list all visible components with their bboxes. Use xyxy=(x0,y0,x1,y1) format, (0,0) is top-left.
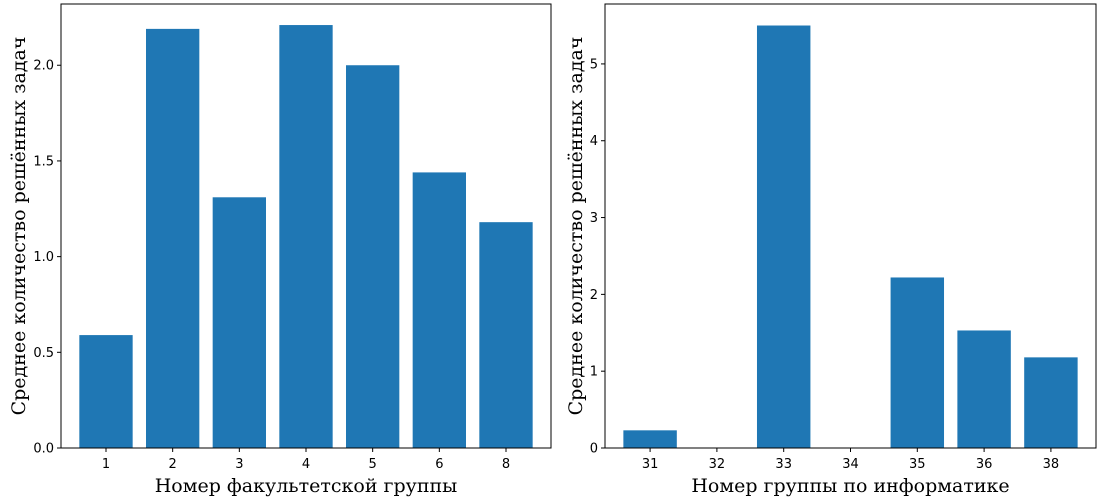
y-tick-label: 1.0 xyxy=(33,250,54,265)
y-tick-label: 0.0 xyxy=(33,442,54,457)
y-tick-label: 2 xyxy=(590,288,598,303)
y-axis-label: Среднее количество решённых задач xyxy=(565,37,587,416)
bar-6 xyxy=(412,172,466,448)
x-tick-label: 34 xyxy=(842,457,859,472)
bar-8 xyxy=(479,222,533,448)
plot-frame xyxy=(604,3,1097,449)
bar-1 xyxy=(79,335,133,448)
x-tick-label: 4 xyxy=(302,457,310,472)
x-axis-label: Номер группы по информатике xyxy=(691,475,1009,497)
chart-panel-1: 1 2 3 4 5 6 8 0.0 0.5 1.0 1.5 2.0 Номер факультетско… xyxy=(8,3,552,497)
bar-4 xyxy=(279,25,333,449)
x-tick-label: 3 xyxy=(235,457,243,472)
bar-31 xyxy=(623,430,677,448)
y-axis-label: Среднее количество решённых задач xyxy=(8,37,30,416)
y-tick-label: 0.5 xyxy=(33,346,54,361)
x-tick-label: 5 xyxy=(369,457,377,472)
x-tick-label: 32 xyxy=(709,457,726,472)
x-axis-label: Номер факультетской группы xyxy=(155,475,458,497)
bar-33 xyxy=(756,25,811,448)
bar-35 xyxy=(890,277,945,448)
plot-frame xyxy=(60,3,552,449)
bar-36 xyxy=(957,330,1011,448)
bar-38 xyxy=(1024,357,1078,448)
x-tick-label: 36 xyxy=(976,457,993,472)
y-tick-label: 4 xyxy=(590,134,598,149)
x-tick-label: 8 xyxy=(502,457,510,472)
y-tick-label: 2.0 xyxy=(33,59,54,74)
y-tick-label: 0 xyxy=(590,442,598,457)
bar-5 xyxy=(346,65,400,449)
x-tick-label: 35 xyxy=(909,457,926,472)
x-tick-label: 33 xyxy=(775,457,792,472)
y-tick-label: 1.5 xyxy=(33,154,54,169)
y-tick-label: 3 xyxy=(590,211,598,226)
x-tick-label: 2 xyxy=(169,457,177,472)
x-tick-label: 6 xyxy=(435,457,443,472)
x-tick-label: 31 xyxy=(642,457,659,472)
x-tick-label: 1 xyxy=(102,457,110,472)
bar-3 xyxy=(212,197,266,448)
x-tick-label: 38 xyxy=(1043,457,1060,472)
bar-2 xyxy=(146,28,200,448)
y-tick-label: 1 xyxy=(590,365,598,380)
y-tick-label: 5 xyxy=(590,57,598,72)
